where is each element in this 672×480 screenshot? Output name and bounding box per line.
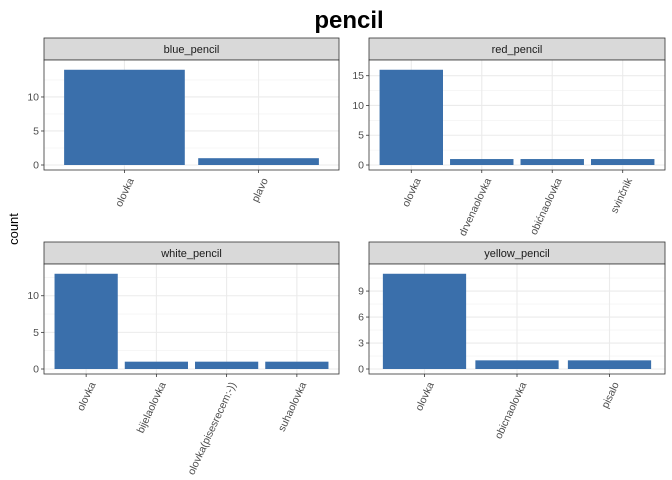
bar-blue_pencil-1	[198, 158, 319, 165]
panel-yellow_pencil: yellow_pencil 0 3 6 9 olovka obicnaolovka pisal…	[358, 241, 666, 441]
panel-border	[368, 59, 666, 171]
chart-title: pencil	[314, 7, 383, 34]
x-tick-label: olovka(pisesrecem:-))	[185, 380, 239, 477]
y-tick-label: 15	[352, 70, 364, 82]
panel-red_pencil: red_pencil 0 5 10 15 olovka drvenaolovka obićna…	[352, 37, 666, 238]
panel-border	[43, 59, 340, 171]
y-tick-label: 0	[33, 160, 39, 172]
bar-yellow_pencil-1	[475, 360, 559, 369]
y-tick-label: 5	[33, 125, 39, 137]
y-tick-label: 0	[358, 160, 364, 172]
bar-white_pencil-0	[54, 273, 118, 369]
x-tick-label: drvenaolovka	[457, 176, 494, 238]
x-tick-label: svinčnik	[608, 176, 635, 216]
x-tick-label: olovka	[113, 176, 137, 209]
x-tick-label: olovka	[413, 380, 437, 413]
x-tick-label: suhaolovka	[276, 380, 309, 433]
y-tick-label: 0	[33, 364, 39, 376]
y-tick-label: 5	[358, 130, 364, 142]
y-tick-label: 0	[358, 364, 364, 376]
x-tick-label: bijelaolovka	[135, 380, 169, 435]
y-tick-label: 6	[358, 312, 364, 324]
bar-yellow_pencil-0	[382, 273, 467, 369]
strip-label: red_pencil	[492, 44, 543, 56]
panels: blue_pencil 0 5 10 olovka plavo red_pencil 0 5 10…	[27, 37, 666, 477]
bar-red_pencil-0	[379, 69, 443, 165]
y-tick-label: 10	[27, 91, 39, 103]
strip-label: white_pencil	[160, 248, 222, 260]
strip-label: blue_pencil	[164, 44, 220, 56]
x-tick-label: obicnaolovka	[493, 380, 530, 441]
panel-white_pencil: white_pencil 0 5 10 olovka bijelaolovka olovka…	[27, 241, 340, 477]
x-tick-label: olovka	[400, 176, 424, 209]
y-axis-label: count	[6, 213, 21, 245]
bar-white_pencil-2	[195, 361, 259, 369]
panel-blue_pencil: blue_pencil 0 5 10 olovka plavo	[27, 37, 340, 209]
x-tick-label: plavo	[249, 176, 271, 204]
x-tick-label: obićnaolovka	[528, 176, 565, 237]
y-tick-label: 10	[27, 290, 39, 302]
bar-blue_pencil-0	[64, 69, 185, 165]
strip-label: yellow_pencil	[484, 248, 549, 260]
y-tick-label: 3	[358, 338, 364, 350]
panel-border	[43, 263, 340, 375]
y-tick-label: 5	[33, 327, 39, 339]
bar-red_pencil-1	[450, 159, 514, 165]
bar-red_pencil-3	[591, 159, 655, 165]
bar-red_pencil-2	[520, 159, 584, 165]
y-tick-label: 9	[358, 286, 364, 298]
bar-white_pencil-1	[124, 361, 188, 369]
bar-yellow_pencil-2	[567, 360, 652, 369]
x-tick-label: olovka	[75, 380, 99, 413]
y-tick-label: 10	[352, 100, 364, 112]
x-tick-label: pisalo	[599, 380, 622, 410]
bar-white_pencil-3	[265, 361, 329, 369]
